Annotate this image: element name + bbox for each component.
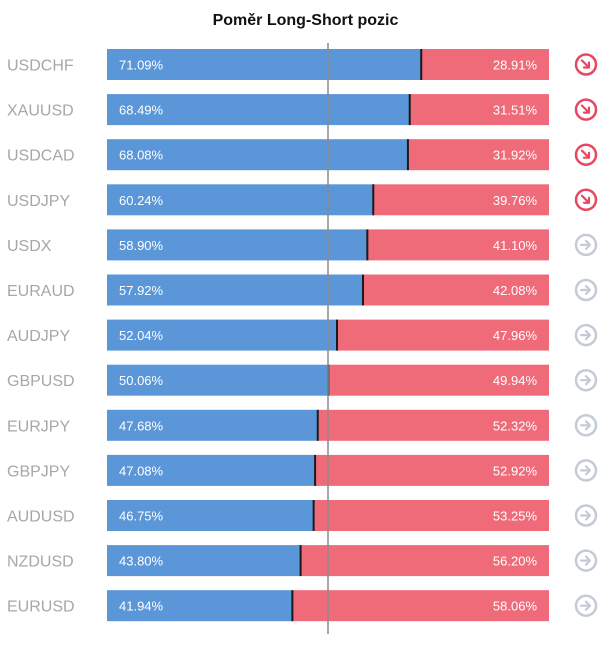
long-bar <box>107 500 314 531</box>
short-bar <box>337 319 549 351</box>
short-bar <box>421 49 549 80</box>
long-value-label: 58.90% <box>119 238 164 253</box>
symbol-label: GBPUSD <box>7 373 75 390</box>
short-value-label: 53.25% <box>493 509 538 524</box>
long-value-label: 47.08% <box>119 463 164 478</box>
symbol-label: AUDUSD <box>7 509 75 526</box>
short-value-label: 58.06% <box>493 599 538 614</box>
arrow-right-icon[interactable] <box>574 323 598 347</box>
long-value-label: 57.92% <box>119 283 164 298</box>
arrow-right-icon[interactable] <box>574 278 598 302</box>
bar-divider <box>420 49 423 80</box>
symbol-label: USDCAD <box>7 148 75 165</box>
symbol-label: AUDJPY <box>7 328 70 345</box>
short-value-label: 28.91% <box>493 58 538 73</box>
symbol-label: USDX <box>7 238 52 255</box>
bar-divider <box>372 184 375 216</box>
bar-divider <box>406 139 409 171</box>
arrow-down-right-icon[interactable] <box>574 188 598 212</box>
symbol-label: EURAUD <box>7 283 75 300</box>
arrow-down-right-icon[interactable] <box>574 53 598 76</box>
short-bar <box>409 94 549 126</box>
long-value-label: 43.80% <box>119 554 164 569</box>
long-value-label: 71.09% <box>119 58 164 73</box>
long-value-label: 46.75% <box>119 509 164 524</box>
short-bar <box>367 229 549 261</box>
arrow-right-icon[interactable] <box>574 368 598 392</box>
long-bar <box>107 545 301 577</box>
long-value-label: 68.08% <box>119 148 164 163</box>
long-bar <box>107 94 410 126</box>
long-bar <box>107 139 408 171</box>
long-bar <box>107 364 329 396</box>
long-bar <box>107 590 293 622</box>
long-value-label: 50.06% <box>119 373 164 388</box>
symbol-label: GBPJPY <box>7 463 70 480</box>
long-bar <box>107 319 338 351</box>
long-value-label: 52.04% <box>119 328 164 343</box>
long-bar <box>107 409 318 441</box>
symbol-label: EURJPY <box>7 418 70 435</box>
symbol-label: XAUUSD <box>7 103 74 120</box>
arrow-down-right-icon[interactable] <box>574 98 598 121</box>
bar-divider <box>299 545 302 577</box>
short-value-label: 52.92% <box>493 463 538 478</box>
short-value-label: 41.10% <box>493 238 538 253</box>
short-bar <box>313 500 549 531</box>
arrow-right-icon[interactable] <box>574 594 598 617</box>
arrow-right-icon[interactable] <box>574 414 598 437</box>
long-value-label: 68.49% <box>119 103 164 118</box>
short-bar <box>315 454 549 486</box>
symbol-label: USDCHF <box>7 58 74 75</box>
short-value-label: 42.08% <box>493 283 538 298</box>
short-value-label: 31.92% <box>493 148 538 163</box>
symbol-label: USDJPY <box>7 193 70 210</box>
bar-divider <box>362 274 365 306</box>
long-bar <box>107 229 368 261</box>
short-value-label: 39.76% <box>493 193 538 208</box>
bar-divider <box>336 319 339 351</box>
symbol-label: NZDUSD <box>7 554 74 571</box>
bar-divider <box>291 590 294 622</box>
short-bar <box>317 409 549 441</box>
arrow-right-icon[interactable] <box>574 549 598 572</box>
bar-divider <box>408 94 411 126</box>
arrow-right-icon[interactable] <box>574 459 598 482</box>
long-value-label: 47.68% <box>119 418 164 433</box>
symbol-label: EURUSD <box>7 599 75 616</box>
bar-divider <box>314 454 317 486</box>
short-bar <box>328 364 549 396</box>
short-value-label: 49.94% <box>493 373 538 388</box>
arrow-down-right-icon[interactable] <box>574 143 598 166</box>
long-value-label: 60.24% <box>119 193 164 208</box>
arrow-right-icon[interactable] <box>574 504 598 527</box>
bar-divider <box>312 500 315 531</box>
short-bar <box>363 274 549 306</box>
short-bar <box>300 545 549 577</box>
short-value-label: 52.32% <box>493 418 538 433</box>
bar-divider <box>366 229 369 261</box>
long-value-label: 41.94% <box>119 599 164 614</box>
short-bar <box>407 139 549 171</box>
arrow-right-icon[interactable] <box>574 233 598 257</box>
chart-title: Poměr Long-Short pozic <box>212 12 399 29</box>
long-bar <box>107 454 316 486</box>
bar-divider <box>316 409 319 441</box>
short-value-label: 31.51% <box>493 103 538 118</box>
short-value-label: 56.20% <box>493 554 538 569</box>
long-bar <box>107 274 364 306</box>
short-bar <box>373 184 549 216</box>
long-bar <box>107 49 422 80</box>
long-bar <box>107 184 374 216</box>
short-bar <box>292 590 549 622</box>
short-value-label: 47.96% <box>493 328 538 343</box>
